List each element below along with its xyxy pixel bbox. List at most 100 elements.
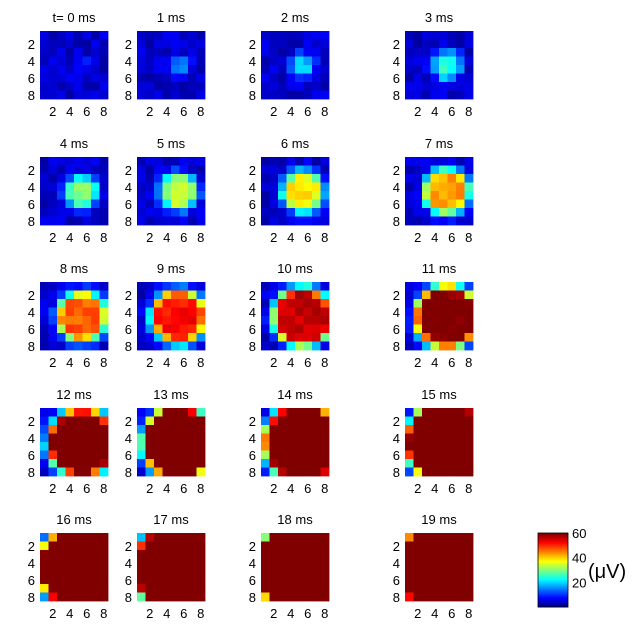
heatmap-cell bbox=[154, 31, 163, 40]
heatmap-cell bbox=[413, 558, 423, 568]
heatmap-cell bbox=[137, 90, 146, 100]
heatmap-cell bbox=[456, 592, 465, 602]
heatmap-cell bbox=[413, 299, 423, 308]
heatmap-cell bbox=[456, 550, 465, 559]
heatmap-cell bbox=[40, 408, 49, 417]
x-tick-label: 6 bbox=[448, 606, 455, 621]
heatmap-cell bbox=[312, 408, 321, 417]
heatmap-cell bbox=[145, 416, 155, 426]
x-tick-label: 8 bbox=[465, 355, 472, 370]
heatmap-cell bbox=[65, 575, 75, 585]
heatmap-cell bbox=[278, 533, 287, 542]
heatmap-cell bbox=[269, 307, 279, 317]
heatmap-cell bbox=[269, 416, 279, 426]
heatmap-cell bbox=[456, 558, 465, 568]
heatmap-cell bbox=[48, 592, 58, 602]
x-tick-label: 6 bbox=[304, 481, 311, 496]
heatmap-cell bbox=[320, 316, 330, 325]
colorbar-segment bbox=[538, 586, 568, 588]
heatmap-cell bbox=[196, 425, 206, 434]
heatmap-cell bbox=[303, 567, 313, 576]
heatmap-cell bbox=[295, 82, 304, 91]
heatmap-cell bbox=[82, 459, 92, 468]
heatmap-cell bbox=[405, 208, 414, 217]
heatmap-cell bbox=[278, 416, 287, 426]
y-tick-label: 2 bbox=[393, 288, 400, 303]
heatmap-cell bbox=[269, 56, 279, 66]
heatmap-cell bbox=[154, 82, 163, 91]
heatmap-cell bbox=[312, 82, 321, 91]
heatmap-cell bbox=[303, 307, 313, 317]
heatmap-cell bbox=[303, 433, 313, 443]
heatmap-cell bbox=[312, 48, 321, 57]
heatmap-cell bbox=[456, 174, 465, 183]
heatmap-cell bbox=[456, 199, 465, 209]
heatmap-cell bbox=[303, 299, 313, 308]
heatmap-cell bbox=[320, 90, 330, 100]
heatmap-cell bbox=[99, 550, 109, 559]
heatmap-cell bbox=[456, 31, 465, 40]
heatmap-cell bbox=[439, 31, 448, 40]
heatmap-cell bbox=[447, 592, 457, 602]
heatmap-cell bbox=[179, 182, 189, 192]
heatmap-cell bbox=[430, 533, 440, 542]
y-tick-label: 6 bbox=[393, 448, 400, 463]
heatmap-cell bbox=[413, 174, 423, 183]
heatmap-cell bbox=[413, 550, 423, 559]
heatmap-cell bbox=[74, 90, 83, 100]
heatmap-cell bbox=[171, 82, 180, 91]
heatmap-cell bbox=[154, 450, 163, 460]
heatmap-cell bbox=[196, 31, 206, 40]
heatmap-cell bbox=[82, 31, 92, 40]
heatmap-cell bbox=[154, 433, 163, 443]
heatmap-cell bbox=[57, 567, 66, 576]
heatmap-cell bbox=[188, 90, 197, 100]
panel-title: 8 ms bbox=[60, 261, 89, 276]
heatmap-cell bbox=[196, 533, 206, 542]
heatmap-cell bbox=[430, 541, 440, 551]
y-tick-label: 6 bbox=[28, 71, 35, 86]
heatmap-cell bbox=[171, 56, 180, 66]
heatmap-cell bbox=[430, 558, 440, 568]
heatmap-cell bbox=[74, 592, 83, 602]
heatmap-cell bbox=[162, 48, 172, 57]
heatmap-cell bbox=[286, 299, 296, 308]
x-tick-label: 8 bbox=[197, 481, 204, 496]
heatmap-cell bbox=[91, 442, 100, 451]
heatmap-cell bbox=[179, 533, 189, 542]
heatmap-cell bbox=[278, 165, 287, 175]
heatmap-cell bbox=[286, 567, 296, 576]
y-tick-label: 2 bbox=[28, 37, 35, 52]
heatmap-cell bbox=[91, 550, 100, 559]
heatmap-cell bbox=[439, 290, 448, 300]
y-tick-label: 6 bbox=[249, 573, 256, 588]
heatmap-cell bbox=[48, 567, 58, 576]
heatmap-cell bbox=[91, 208, 100, 217]
heatmap-cell bbox=[456, 575, 465, 585]
heatmap-cell bbox=[99, 533, 109, 542]
heatmap-cell bbox=[430, 299, 440, 308]
heatmap-cell bbox=[91, 307, 100, 317]
heatmap-cell bbox=[320, 416, 330, 426]
heatmap-cell bbox=[278, 541, 287, 551]
heatmap-cell bbox=[171, 324, 180, 334]
heatmap-cell bbox=[154, 157, 163, 166]
heatmap-cell bbox=[464, 550, 474, 559]
heatmap-cell bbox=[320, 216, 330, 226]
heatmap-cell bbox=[405, 182, 414, 192]
heatmap-cell bbox=[82, 408, 92, 417]
x-tick-label: 8 bbox=[321, 606, 328, 621]
heatmap-cell bbox=[295, 73, 304, 83]
heatmap-cell bbox=[179, 584, 189, 593]
heatmap-cell bbox=[48, 208, 58, 217]
heatmap-cell bbox=[422, 299, 431, 308]
heatmap-cell bbox=[154, 425, 163, 434]
heatmap-cell bbox=[413, 216, 423, 226]
heatmap-cell bbox=[456, 90, 465, 100]
heatmap-cell bbox=[456, 182, 465, 192]
heatmap-cell bbox=[405, 73, 414, 83]
heatmap-cell bbox=[57, 199, 66, 209]
heatmap-cell bbox=[196, 550, 206, 559]
